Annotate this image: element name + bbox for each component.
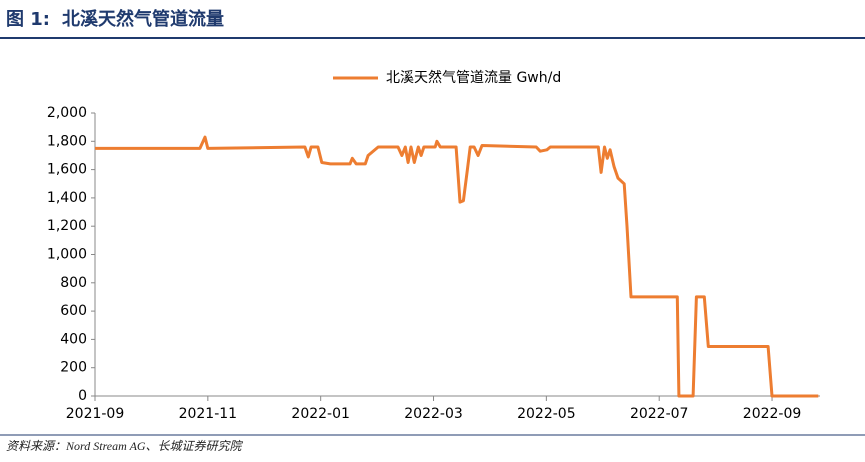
chart-title: 北溪天然气管道流量 [62, 8, 224, 30]
y-tick-label: 400 [60, 331, 87, 347]
y-tick-label: 1,600 [47, 162, 87, 178]
x-tick-label: 2021-11 [179, 406, 238, 422]
source-note: 资料来源：Nord Stream AG、长城证券研究院 [6, 439, 244, 453]
figure-label: 图 1: [6, 9, 50, 30]
x-tick-label: 2022-07 [630, 406, 689, 422]
x-tick-label: 2022-01 [291, 406, 350, 422]
y-tick-label: 600 [60, 303, 87, 319]
y-tick-label: 800 [60, 275, 87, 291]
x-tick-label: 2022-05 [517, 406, 576, 422]
x-tick-label: 2021-09 [66, 406, 125, 422]
y-tick-label: 1,200 [47, 218, 87, 234]
legend-label: 北溪天然气管道流量 Gwh/d [386, 69, 561, 86]
series-line [95, 135, 819, 398]
x-tick-label: 2022-03 [404, 406, 463, 422]
y-tick-label: 2,000 [47, 105, 87, 121]
x-tick-label: 2022-09 [743, 406, 802, 422]
y-tick-label: 1,000 [47, 247, 87, 263]
y-tick-label: 200 [60, 360, 87, 376]
y-tick-label: 1,400 [47, 190, 87, 206]
y-tick-label: 0 [78, 388, 87, 404]
y-tick-label: 1,800 [47, 133, 87, 149]
